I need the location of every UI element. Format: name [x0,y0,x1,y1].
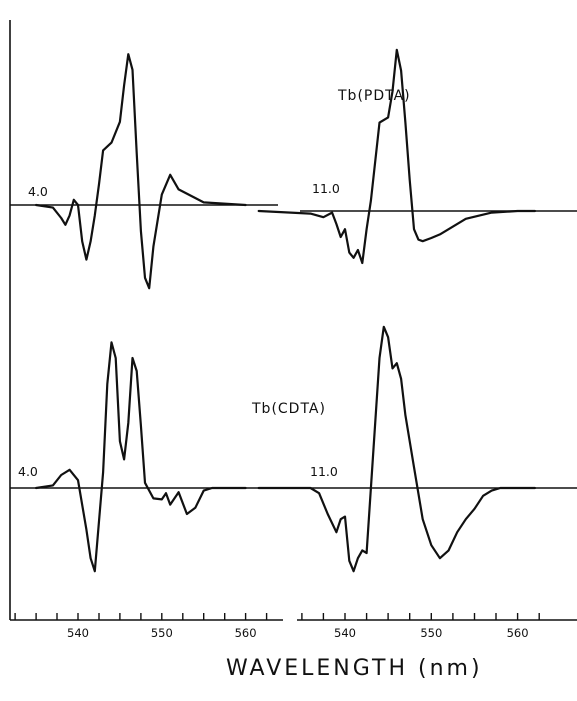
spectrum-pdta-ph4 [35,53,247,290]
spectrum-cdta-ph4 [35,341,247,573]
ph-label-left-top: 4.0 [28,184,48,199]
spectrum-pdta-ph11 [257,48,536,265]
tick-labels: 540 550 560 540 550 560 [67,626,529,640]
spectrum-cdta-ph11 [257,325,536,573]
ph-label-left-bottom: 4.0 [18,464,38,479]
ph-label-right-bottom: 11.0 [310,464,338,479]
left-panel-tick-label: 560 [235,626,257,640]
ph-label-right-top: 11.0 [312,181,340,196]
compound-label-bottom: Tb(CDTA) [251,401,326,417]
right-panel-tick-label: 540 [334,626,356,640]
left-panel-tick-label: 540 [67,626,89,640]
compound-label-top: Tb(PDTA) [337,88,411,104]
tick-marks [14,613,540,620]
right-panel-tick-label: 550 [420,626,442,640]
x-axis-label: WAVELENGTH (nm) [226,656,483,681]
right-panel-tick-label: 560 [507,626,529,640]
left-panel-tick-label: 550 [151,626,173,640]
